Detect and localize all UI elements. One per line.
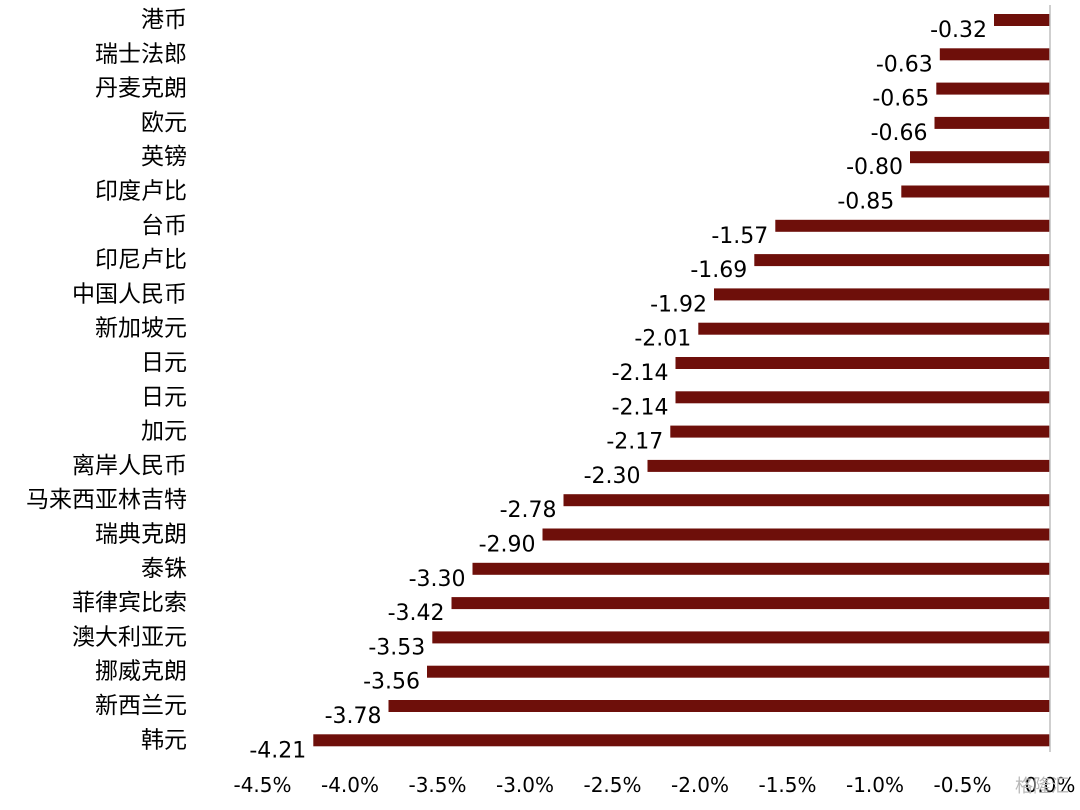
- bar: [670, 425, 1051, 438]
- category-label: 泰铢: [141, 556, 187, 582]
- bar-value-label: -1.69: [690, 258, 747, 283]
- bar-value-label: -2.30: [584, 464, 641, 489]
- bar: [775, 219, 1051, 232]
- bar-value-label: -2.17: [606, 430, 663, 455]
- bar: [563, 494, 1050, 507]
- bar: [675, 357, 1050, 369]
- bar: [388, 700, 1050, 712]
- x-tick-label: -2.0%: [671, 773, 729, 797]
- bar: [910, 151, 1050, 164]
- bar-value-label: -3.53: [368, 635, 425, 660]
- bar-value-label: -2.90: [479, 533, 536, 558]
- category-label: 瑞典克朗: [95, 522, 187, 548]
- bars-layer: [313, 14, 1051, 747]
- bar-value-label: -2.01: [634, 327, 691, 352]
- bar-value-label: -0.65: [872, 87, 929, 112]
- category-label: 丹麦克朗: [95, 76, 187, 102]
- x-tick-label: -4.0%: [321, 773, 379, 797]
- value-labels-layer: -0.32 -0.63 -0.65 -0.66 -0.80 -0.85 -1.57 -1.69…: [249, 18, 987, 763]
- bar: [714, 288, 1050, 301]
- bar-value-label: -3.30: [409, 567, 466, 592]
- bar: [313, 734, 1051, 747]
- bar: [934, 116, 1050, 129]
- x-tick-label: 0.0%: [1025, 773, 1076, 797]
- category-label: 欧元: [141, 110, 187, 136]
- bar-value-label: -0.66: [871, 121, 928, 146]
- bar-value-label: -4.21: [249, 738, 306, 763]
- category-label: 澳大利亚元: [72, 624, 187, 650]
- category-label: 英镑: [141, 144, 187, 170]
- category-label: 离岸人民币: [72, 453, 187, 479]
- category-label: 港币: [141, 7, 187, 33]
- bar-value-label: -2.78: [500, 498, 557, 523]
- bar-value-label: -0.32: [930, 18, 987, 43]
- category-labels-layer: 港币瑞士法郎丹麦克朗欧元英镑印度卢比台币印尼卢比中国人民币新加坡元日元日元加元离…: [26, 7, 187, 753]
- x-tick-label: -3.0%: [496, 773, 554, 797]
- x-tick-label: -3.5%: [408, 773, 466, 797]
- bar: [647, 459, 1050, 472]
- bar-value-label: -2.14: [612, 395, 669, 420]
- category-label: 日元: [141, 350, 187, 376]
- bar-value-label: -1.57: [711, 224, 768, 249]
- x-tick-label: -1.0%: [846, 773, 904, 797]
- bar-value-label: -2.14: [612, 361, 669, 386]
- bar: [542, 528, 1050, 541]
- bar: [675, 391, 1050, 404]
- bar: [994, 14, 1050, 26]
- bar: [427, 665, 1050, 678]
- category-label: 瑞士法郎: [95, 41, 187, 67]
- category-label: 日元: [141, 384, 187, 410]
- category-label: 挪威克朗: [95, 659, 187, 685]
- category-label: 台币: [141, 213, 187, 239]
- bar: [936, 82, 1051, 95]
- bar: [698, 322, 1051, 335]
- category-label: 马来西亚林吉特: [26, 487, 187, 513]
- category-label: 印尼卢比: [95, 247, 187, 273]
- bar-value-label: -3.56: [363, 670, 420, 695]
- bar-value-label: -0.80: [846, 155, 903, 180]
- x-tick-label: -1.5%: [758, 773, 816, 797]
- bar-value-label: -3.78: [325, 704, 382, 729]
- bar-value-label: -1.92: [650, 292, 707, 317]
- category-label: 韩元: [141, 727, 187, 753]
- bar: [432, 631, 1051, 644]
- bar-value-label: -3.42: [388, 601, 445, 626]
- bar: [754, 254, 1051, 267]
- category-label: 印度卢比: [95, 179, 187, 205]
- category-label: 中国人民币: [72, 281, 187, 307]
- x-tick-label: -4.5%: [233, 773, 291, 797]
- category-label: 新西兰元: [95, 693, 187, 719]
- bar: [472, 562, 1050, 575]
- bar: [451, 597, 1050, 610]
- bar: [939, 48, 1051, 61]
- x-axis-ticks: -4.5% -4.0% -3.5% -3.0% -2.5% -2.0% -1.5% -1.0%…: [233, 773, 1075, 797]
- x-tick-label: -0.5%: [933, 773, 991, 797]
- bar: [901, 185, 1051, 198]
- category-label: 加元: [141, 419, 187, 445]
- watermark-text: 格隆汇: [1015, 776, 1069, 797]
- category-label: 菲律宾比索: [72, 590, 187, 616]
- bar-value-label: -0.85: [837, 190, 894, 215]
- x-tick-label: -2.5%: [583, 773, 641, 797]
- bar-value-label: -0.63: [876, 52, 933, 77]
- category-label: 新加坡元: [95, 316, 187, 342]
